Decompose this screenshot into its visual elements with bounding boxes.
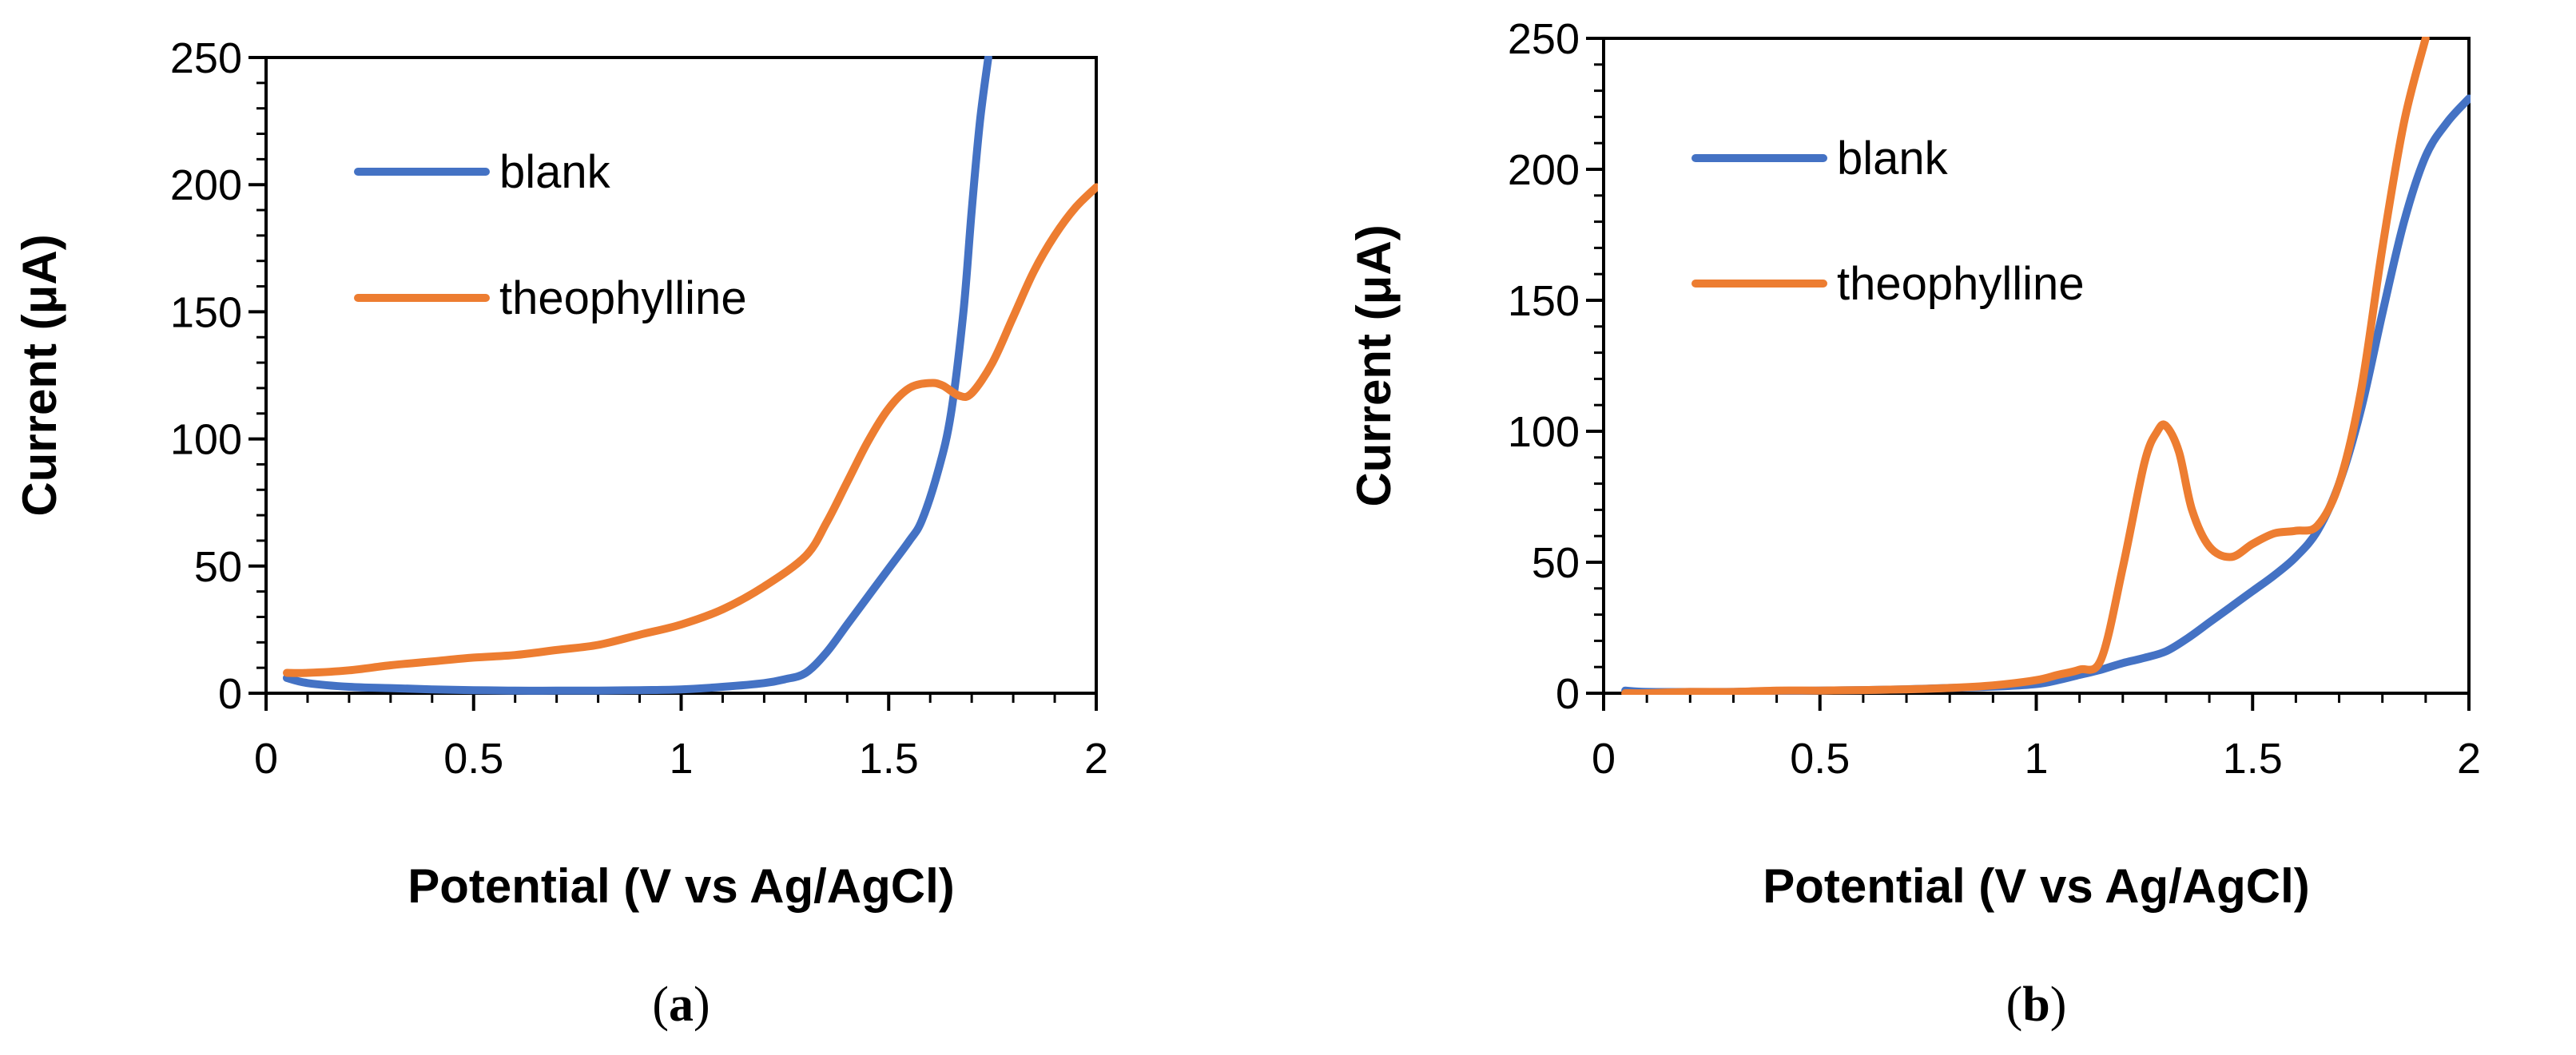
series-line-theophylline: [1621, 37, 2430, 695]
x-tick-label: 1.5: [859, 735, 919, 783]
y-tick-label: 0: [1556, 670, 1580, 718]
x-tick-label: 2: [2457, 735, 2481, 783]
series-line-theophylline: [283, 183, 1098, 677]
x-tick-label: 1.5: [2223, 735, 2283, 783]
legend-label-theophylline: theophylline: [499, 272, 747, 324]
x-tick-label: 0.5: [1790, 735, 1850, 783]
y-tick-label: 250: [1508, 15, 1580, 63]
y-axis-title: Current (μA): [13, 234, 66, 516]
x-axis-title: Potential (V vs Ag/AgCl): [407, 859, 955, 913]
legend-label-theophylline: theophylline: [1837, 258, 2085, 310]
x-tick-label: 0: [254, 735, 278, 783]
plot-area: [1602, 37, 2471, 695]
legend-label-blank: blank: [1837, 133, 1949, 184]
y-tick-label: 200: [170, 161, 242, 209]
y-tick-label: 0: [218, 670, 242, 718]
x-tick-label: 2: [1084, 735, 1108, 783]
series-line-blank: [283, 56, 992, 695]
x-axis-title: Potential (V vs Ag/AgCl): [1763, 859, 2310, 913]
y-tick-label: 150: [170, 288, 242, 336]
panel-caption: (a): [652, 978, 710, 1032]
chart-b: 0 50 100 150 200 250 0 0.5 1 1.5 2 Potential (V vs …: [1347, 15, 2481, 1032]
chart-panel-a: 0 50 100 150 200 250 0 0.5 1 1.5 2 Potential (V vs …: [13, 34, 1108, 1032]
y-tick-label: 50: [194, 543, 242, 591]
x-tick-label: 1: [669, 735, 693, 783]
y-tick-label: 250: [170, 34, 242, 82]
plot-area: [264, 56, 1098, 695]
series-line-blank: [1621, 94, 2471, 695]
x-tick-label: 0.5: [443, 735, 503, 783]
y-tick-label: 100: [1508, 408, 1580, 456]
y-axis-title: Current (μA): [1347, 224, 1401, 506]
panel-caption: (b): [2006, 978, 2067, 1032]
chart-a: 0 50 100 150 200 250 0 0.5 1 1.5 2 Potential (V vs …: [13, 34, 1108, 1032]
y-tick-label: 50: [1532, 539, 1580, 587]
x-tick-label: 0: [1592, 735, 1616, 783]
y-tick-label: 100: [170, 416, 242, 464]
chart-panel-b: 0 50 100 150 200 250 0 0.5 1 1.5 2 Potential (V vs …: [1288, 0, 2576, 1055]
y-tick-label: 150: [1508, 277, 1580, 325]
legend-label-blank: blank: [499, 146, 611, 198]
y-tick-label: 200: [1508, 146, 1580, 194]
x-tick-label: 1: [2024, 735, 2048, 783]
